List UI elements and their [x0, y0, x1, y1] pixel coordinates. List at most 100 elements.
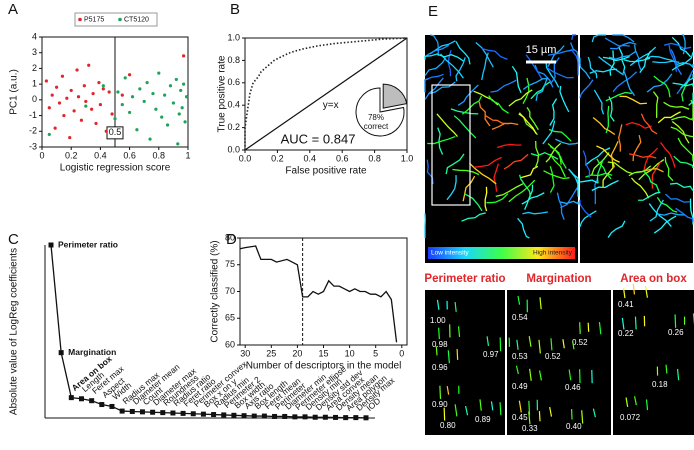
panel-title: Perimeter ratio	[424, 273, 505, 285]
filament	[665, 193, 690, 203]
marker	[211, 412, 217, 418]
filament	[526, 107, 539, 131]
panel-title: Area on box	[620, 273, 687, 285]
point	[101, 84, 105, 88]
x-axis-label: Logistic regression score	[60, 163, 171, 174]
filament	[658, 212, 685, 216]
cell-trace	[438, 327, 440, 340]
y-tick-label: 1	[32, 79, 37, 89]
y-tick-label: -2	[29, 126, 37, 136]
point	[116, 90, 120, 94]
filament	[587, 56, 598, 79]
filament	[559, 200, 579, 205]
filament	[591, 179, 619, 192]
marker	[109, 403, 115, 409]
marker	[58, 350, 64, 356]
filament	[461, 95, 483, 115]
filament	[445, 153, 465, 175]
point	[44, 79, 48, 83]
filament	[547, 67, 574, 79]
filament	[440, 53, 464, 79]
point	[90, 107, 94, 111]
filament	[609, 50, 615, 76]
filament	[547, 49, 574, 56]
x-tick-label: 0.6	[123, 150, 136, 160]
filament	[508, 89, 533, 107]
point	[120, 93, 124, 97]
score-label: 0.53	[512, 352, 528, 361]
filament	[579, 57, 591, 80]
filament	[649, 199, 664, 222]
filament	[424, 78, 429, 93]
legend-label: P5175	[84, 16, 104, 23]
marker	[363, 415, 369, 421]
point	[154, 107, 158, 111]
panel-letter: B	[230, 1, 240, 18]
marker	[312, 414, 318, 420]
filament	[681, 34, 686, 55]
marker	[200, 411, 206, 417]
filament	[549, 98, 558, 126]
point	[163, 93, 167, 97]
marker	[282, 413, 288, 419]
cell-trace	[464, 405, 469, 416]
filament	[648, 203, 672, 227]
point	[130, 95, 135, 99]
filament	[569, 42, 579, 63]
filament	[657, 111, 681, 124]
colorbar	[428, 247, 575, 259]
point	[168, 84, 173, 88]
filament	[518, 174, 531, 198]
x-axis-label: False positive rate	[285, 166, 367, 177]
point	[87, 63, 91, 67]
filament	[579, 179, 599, 184]
point	[157, 71, 161, 75]
x-tick-label: 0.8	[153, 150, 166, 160]
point	[62, 113, 66, 118]
point	[179, 88, 183, 93]
x-tick-label: 0.2	[271, 153, 284, 163]
marker	[119, 408, 125, 414]
filament	[490, 79, 517, 93]
marker	[190, 411, 196, 417]
filament	[604, 37, 630, 47]
point	[135, 128, 139, 132]
reference-line	[244, 37, 408, 151]
cell-trace	[490, 401, 494, 411]
colorbar-label: High intensity	[533, 250, 573, 257]
filament	[469, 162, 497, 185]
x-tick-label: 0.2	[65, 150, 78, 160]
cell-trace	[581, 410, 584, 424]
filament	[612, 34, 635, 43]
marker	[272, 413, 278, 419]
y-tick-label: 80	[225, 232, 235, 242]
point	[183, 120, 187, 124]
point	[128, 110, 132, 115]
x-tick-label: 0.6	[336, 153, 349, 163]
cell-trace	[634, 316, 637, 330]
filament	[651, 161, 662, 189]
marker	[89, 398, 95, 404]
filament	[437, 53, 464, 62]
score-label: 0.97	[483, 350, 499, 359]
cell-trace	[486, 336, 490, 347]
filament	[659, 141, 676, 168]
cell-trace	[436, 299, 440, 310]
score-label: 0.26	[668, 328, 684, 337]
marker	[99, 402, 105, 408]
filament	[671, 121, 690, 144]
filament	[503, 153, 529, 170]
filament	[602, 162, 614, 187]
legend-label: CT5120	[124, 16, 149, 23]
pie-label: 78%	[368, 113, 384, 122]
filament	[475, 42, 494, 68]
y-tick-label: 3	[32, 47, 37, 57]
point	[176, 142, 180, 146]
filament	[424, 53, 439, 60]
point	[182, 82, 186, 86]
filament	[424, 57, 447, 76]
filament	[646, 73, 673, 93]
y-tick-label: 0.6	[227, 77, 240, 87]
filament	[652, 91, 659, 118]
cell-trace	[446, 386, 450, 395]
